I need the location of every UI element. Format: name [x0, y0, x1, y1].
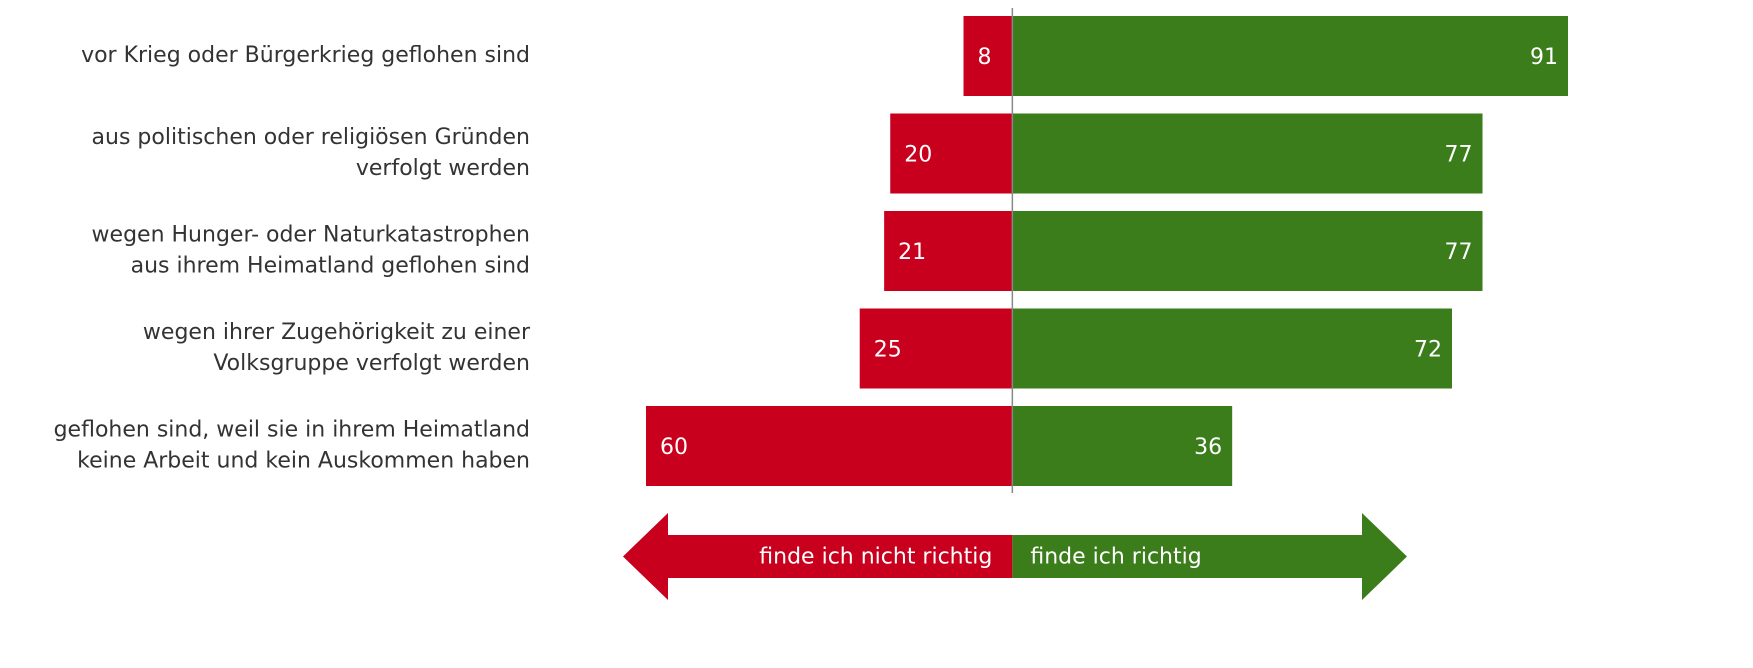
category-line: aus politischen oder religiösen Gründen	[92, 125, 530, 150]
bar	[1012, 16, 1568, 96]
category-label: wegen Hunger- oder Naturkatastrophen aus …	[92, 223, 530, 279]
category-line: geflohen sind, weil sie in ihrem Heimatl…	[54, 418, 530, 443]
category-line: Volksgruppe verfolgt werden	[213, 351, 530, 376]
legend-arrow	[1012, 513, 1407, 600]
category-label: wegen ihrer Zugehörigkeit zu einer Volksg…	[143, 320, 531, 376]
data-label: 72	[1414, 338, 1442, 363]
data-label: 77	[1445, 240, 1473, 265]
category-line: vor Krieg oder Bürgerkrieg geflohen sind	[81, 43, 530, 68]
bar	[1012, 113, 1483, 194]
data-label: 91	[1530, 45, 1558, 70]
bar	[646, 406, 1013, 486]
bar	[890, 113, 1013, 194]
data-label: 8	[978, 45, 992, 70]
category-line: wegen ihrer Zugehörigkeit zu einer	[143, 320, 531, 345]
legend-label: finde ich richtig	[1030, 545, 1201, 570]
data-label: 60	[660, 435, 688, 460]
category-line: wegen Hunger- oder Naturkatastrophen	[92, 223, 530, 248]
legend-label: finde ich nicht richtig	[759, 545, 992, 570]
bar	[859, 308, 1013, 389]
bar	[963, 16, 1013, 96]
bar	[1012, 211, 1483, 291]
bar	[1012, 406, 1233, 486]
category-line: verfolgt werden	[356, 156, 530, 181]
data-label: 36	[1194, 435, 1222, 460]
data-label: 21	[898, 240, 926, 265]
category-label: aus politischen oder religiösen Gründen v…	[92, 125, 530, 181]
category-line: keine Arbeit und kein Auskommen haben	[77, 449, 530, 474]
category-line: aus ihrem Heimatland geflohen sind	[131, 254, 530, 279]
data-label: 20	[904, 143, 932, 168]
data-label: 77	[1445, 143, 1473, 168]
data-label: 25	[874, 338, 902, 363]
legend-arrow	[623, 513, 1013, 600]
bar	[884, 211, 1013, 291]
category-label: geflohen sind, weil sie in ihrem Heimatl…	[54, 418, 530, 474]
category-label: vor Krieg oder Bürgerkrieg geflohen sind	[81, 43, 530, 68]
bar	[1012, 308, 1452, 389]
